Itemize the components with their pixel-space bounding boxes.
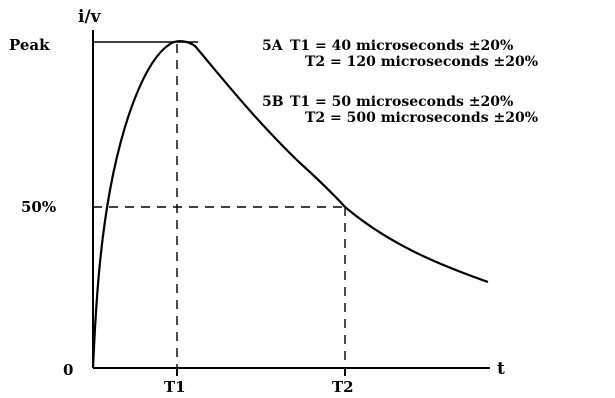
waveform-curve — [91, 40, 489, 369]
x-axis-title: t — [497, 359, 505, 379]
annotation-5b-label: 5B — [262, 94, 284, 110]
annotation-5b-line1: T1 = 50 microseconds ±20% — [290, 94, 513, 110]
x-tick-label-t1: T1 — [164, 378, 186, 396]
x-tick-label-t2: T2 — [332, 378, 354, 396]
y-tick-label-50: 50% — [21, 198, 56, 216]
y-axis-title: i/v — [78, 7, 102, 27]
annotation-5a-line1: T1 = 40 microseconds ±20% — [290, 38, 513, 54]
annotation-5a-label: 5A — [262, 38, 284, 54]
annotation-5b-line2: T2 = 500 microseconds ±20% — [305, 110, 538, 126]
y-tick-label-peak: Peak — [9, 36, 50, 54]
y-tick-label-0: 0 — [63, 361, 73, 379]
annotation-5a-line2: T2 = 120 microseconds ±20% — [305, 54, 538, 70]
